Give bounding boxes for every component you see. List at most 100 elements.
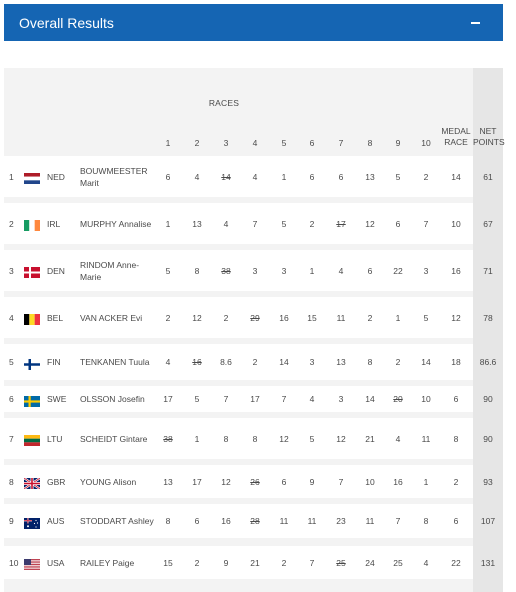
race-score: 4 [395,433,401,444]
race-score: 4 [423,557,429,568]
race-score: 8 [165,516,171,526]
race-score: 1 [395,312,401,323]
medal-race-score: 22 [451,557,461,568]
race-score: 8 [194,265,200,276]
table-row[interactable] [4,418,473,459]
discarded-race-score: 28 [250,516,260,526]
race-score: 12 [221,476,231,487]
den-flag-icon [24,265,40,278]
race-score: 9 [223,557,229,568]
race-score: 5 [194,394,200,404]
race-score: 4 [165,357,171,367]
results-table: RACES 1 2 3 4 5 6 7 8 9 10 MEDAL RACE NET POINTS 1 NED B… [4,68,505,592]
race-score: 6 [395,218,401,229]
race-score: 13 [336,357,346,367]
race-score: 6 [338,171,344,182]
net-points-cell: 67 [483,218,493,229]
net-points-cell: 86.6 [479,357,497,367]
race-score: 2 [423,171,429,182]
race-score: 7 [395,516,401,526]
table-row[interactable] [4,465,473,498]
race-number-header: 2 [194,138,200,148]
country-code: FIN [47,357,61,367]
header-title: Overall Results [19,14,114,31]
country-code: USA [47,557,65,568]
race-score: 2 [223,312,229,323]
athlete-name[interactable]: YOUNG Alison [80,476,137,487]
results-header[interactable]: Overall Results [4,4,503,41]
race-number-header: 9 [395,138,401,148]
discarded-race-score: 20 [393,394,403,404]
athlete-name[interactable]: SCHEIDT Gintare [80,433,148,444]
usa-flag-icon [24,557,40,570]
discarded-race-score: 14 [221,171,231,182]
race-score: 10 [421,394,431,404]
bel-flag-icon [24,312,40,325]
medal-race-score: 16 [451,265,461,276]
table-row[interactable] [4,250,473,291]
irl-flag-icon [24,218,40,231]
table-row[interactable] [4,386,473,412]
race-score: 7 [223,394,229,404]
rank-cell: 5 [9,357,14,367]
race-score: 2 [367,312,373,323]
race-score: 6 [309,171,315,182]
table-row[interactable] [4,297,473,338]
race-number-header: 10 [421,138,431,148]
table-row[interactable] [4,504,473,538]
race-score: 16 [393,476,403,487]
race-score: 15 [163,557,173,568]
athlete-name[interactable]: RAILEY Paige [80,557,135,568]
discarded-race-score: 25 [336,557,346,568]
discarded-race-score: 38 [163,433,173,444]
race-score: 5 [309,433,315,444]
athlete-name[interactable]: RINDOM Anne-Marie [80,259,140,282]
medal-race-header-line: RACE [444,137,468,147]
race-score: 12 [336,433,346,444]
country-code: GBR [47,476,66,487]
medal-race-score: 2 [453,476,459,487]
race-score: 3 [309,357,315,367]
country-code: LTU [47,433,63,444]
gbr-flag-icon [23,476,41,490]
race-score: 7 [252,218,258,229]
discarded-race-score: 17 [336,218,346,229]
race-score: 21 [365,433,375,444]
race-score: 5 [423,312,429,323]
race-score: 7 [338,476,344,487]
race-score: 8 [223,433,229,444]
athlete-name[interactable]: OLSSON Josefin [80,394,145,404]
athlete-name[interactable]: TENKANEN Tuula [80,357,150,367]
rank-cell: 1 [9,171,14,182]
race-score: 1 [423,476,429,487]
race-score: 1 [281,171,287,182]
rank-cell: 8 [9,476,14,487]
race-score: 14 [365,394,375,404]
athlete-name[interactable]: MURPHY Annalise [80,218,152,229]
discarded-race-score: 38 [221,265,231,276]
race-score: 8.6 [220,357,232,367]
race-score: 1 [165,218,171,229]
table-row[interactable] [4,156,473,197]
net-points-cell: 90 [483,433,493,444]
table-row[interactable] [4,546,473,579]
athlete-name[interactable]: BOUWMEESTER Marit [80,165,148,188]
race-score: 5 [395,171,401,182]
race-score: 2 [252,357,258,367]
table-row[interactable] [4,203,473,244]
collapse-icon[interactable] [471,21,480,24]
race-score: 4 [338,265,344,276]
race-score: 11 [279,516,289,526]
country-code: IRL [47,218,61,229]
race-score: 6 [194,516,200,526]
table-row[interactable] [4,344,473,380]
medal-race-header: MEDAL RACE [438,126,474,148]
athlete-name[interactable]: VAN ACKER Evi [80,312,143,323]
athlete-name[interactable]: STODDART Ashley [80,516,154,526]
race-score: 3 [338,394,344,404]
race-score: 2 [165,312,171,323]
country-code: AUS [47,516,65,526]
race-score: 11 [365,516,375,526]
net-points-cell: 90 [483,394,493,404]
net-points-header-line: POINTS [473,137,505,147]
